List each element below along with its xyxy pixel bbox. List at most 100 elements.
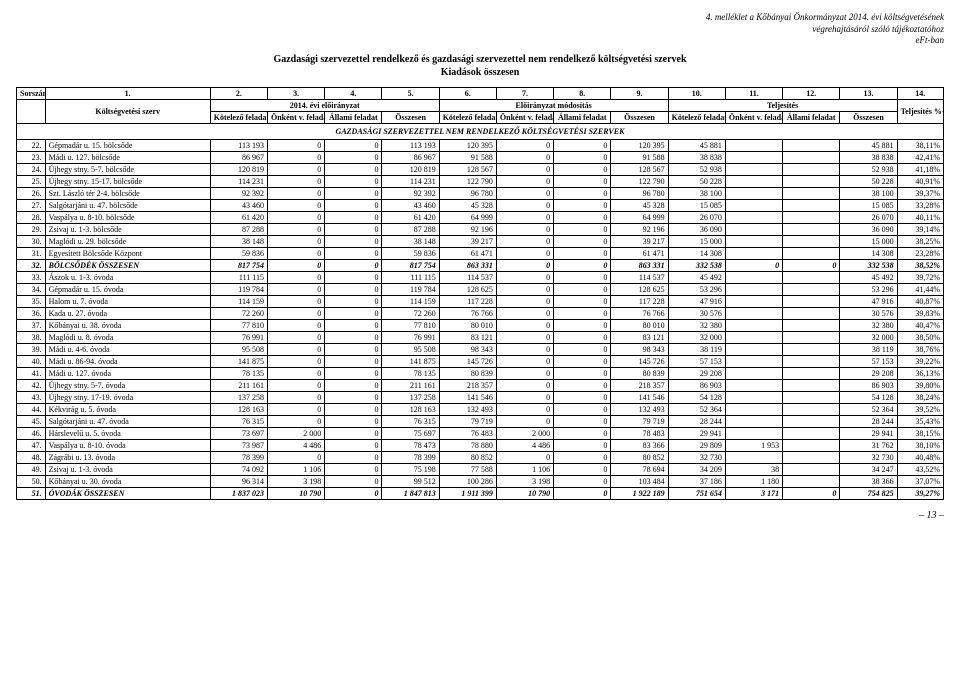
row-cell [783,296,840,308]
row-cell [725,224,782,236]
row-cell: 0 [554,404,611,416]
row-index: 46. [17,428,46,440]
col-group-row: Költségvetési szerv 2014. évi előirányza… [17,100,944,112]
row-cell: 0 [554,260,611,272]
row-cell [725,380,782,392]
row-index: 40. [17,356,46,368]
row-cell: 26 070 [840,212,897,224]
row-cell: 145 726 [611,356,668,368]
row-cell: 111 115 [210,272,267,284]
row-cell: 32 380 [840,320,897,332]
row-cell: 0 [554,476,611,488]
table-row: 50.Kőbányai u. 30. óvoda96 3143 198099 5… [17,476,944,488]
row-cell [725,332,782,344]
row-cell: 0 [267,416,324,428]
col-num-13: 13. [840,88,897,100]
table-row: 30.Maglódi u. 29. bölcsőde38 1480038 148… [17,236,944,248]
row-cell [783,164,840,176]
row-cell [725,140,782,152]
row-cell: 78 473 [382,440,439,452]
row-cell: 95 508 [382,344,439,356]
row-cell: 43 460 [382,200,439,212]
row-cell [783,176,840,188]
row-name: Zágrábi u. 13. óvoda [45,452,210,464]
page-number: – 13 – [16,510,944,521]
row-name: Mádi u. 127. óvoda [45,368,210,380]
row-cell [783,452,840,464]
row-cell: 0 [496,284,553,296]
row-index: 41. [17,368,46,380]
row-cell: 0 [325,428,382,440]
row-cell: 137 258 [210,392,267,404]
row-cell: 1 953 [725,440,782,452]
row-cell: 0 [325,212,382,224]
row-cell: 0 [554,212,611,224]
row-cell: 52 364 [840,404,897,416]
row-cell [783,224,840,236]
row-name: Kőbányai u. 38. óvoda [45,320,210,332]
row-cell: 0 [554,188,611,200]
row-cell: 332 538 [668,260,725,272]
row-cell: 0 [496,188,553,200]
row-cell: 0 [325,392,382,404]
row-cell: 38,15% [897,428,943,440]
row-cell: 96 780 [611,188,668,200]
sub-osszesen-1: Összesen [382,112,439,124]
row-cell: 114 159 [382,296,439,308]
row-cell [783,392,840,404]
row-cell: 38,11% [897,140,943,152]
row-index: 35. [17,296,46,308]
row-index: 27. [17,200,46,212]
row-cell: 0 [267,224,324,236]
row-cell: 0 [496,236,553,248]
row-name: Ászok u. 1-3. óvoda [45,272,210,284]
row-cell: 0 [267,284,324,296]
row-cell: 0 [267,392,324,404]
row-cell [783,380,840,392]
row-cell: 0 [267,140,324,152]
row-cell: 0 [554,200,611,212]
row-cell: 78 694 [611,464,668,476]
table-row: 39.Mádi u. 4-6. óvoda95 5080095 50898 34… [17,344,944,356]
row-cell: 103 484 [611,476,668,488]
col-szerv: Költségvetési szerv [45,100,210,124]
row-name: Vaspálya u. 8-10. óvoda [45,440,210,452]
row-cell: 332 538 [840,260,897,272]
table-row: 35.Halom u. 7. óvoda114 15900114 159117 … [17,296,944,308]
row-index: 26. [17,188,46,200]
row-cell: 50 228 [840,176,897,188]
row-index: 23. [17,152,46,164]
row-cell [783,320,840,332]
row-cell: 43,52% [897,464,943,476]
row-cell: 38 838 [840,152,897,164]
row-cell: 38 148 [210,236,267,248]
row-cell: 211 161 [210,380,267,392]
row-cell: 45 328 [611,200,668,212]
row-cell: 78 880 [439,440,496,452]
row-cell [783,308,840,320]
table-row: 42.Újhegy stny. 5-7. óvoda211 16100211 1… [17,380,944,392]
row-cell: 0 [325,404,382,416]
row-cell: 38,52% [897,260,943,272]
row-cell [725,356,782,368]
row-cell: 40,48% [897,452,943,464]
row-cell: 80 010 [611,320,668,332]
row-cell: 0 [267,200,324,212]
row-cell: 117 228 [611,296,668,308]
row-cell: 74 092 [210,464,267,476]
row-cell: 78 399 [382,452,439,464]
row-cell [783,200,840,212]
row-cell: 119 784 [382,284,439,296]
row-index: 37. [17,320,46,332]
row-cell [725,176,782,188]
row-cell [725,212,782,224]
row-cell: 3 198 [267,476,324,488]
row-cell: 132 493 [611,404,668,416]
row-cell: 45 492 [840,272,897,284]
row-cell: 0 [554,272,611,284]
row-cell: 141 875 [382,356,439,368]
row-cell: 0 [267,212,324,224]
row-cell: 0 [554,296,611,308]
row-cell: 38 [725,464,782,476]
row-index: 24. [17,164,46,176]
